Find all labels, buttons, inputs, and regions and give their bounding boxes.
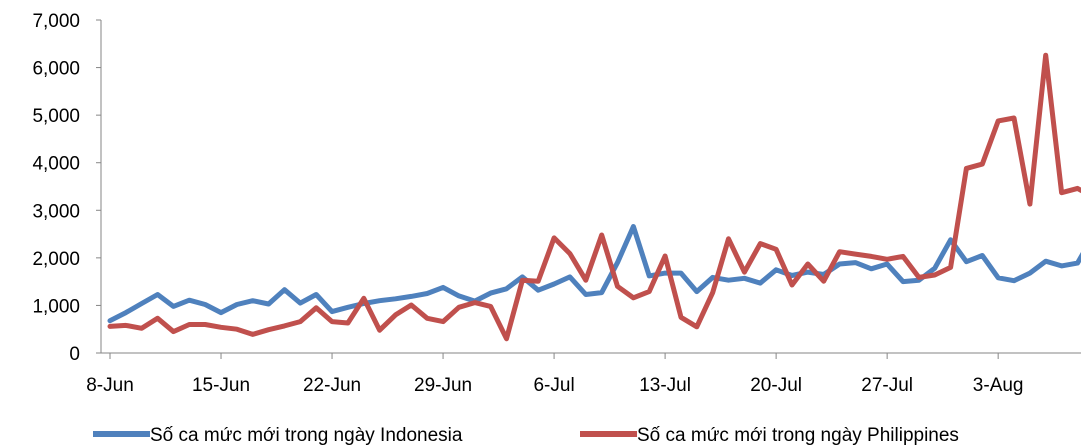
y-tick-label: 6,000 <box>32 59 80 80</box>
y-tick-label: 1,000 <box>32 296 80 317</box>
series-line-indonesia <box>107 224 1081 324</box>
x-tick-label: 22-Jun <box>303 375 361 396</box>
x-tick-label: 27-Jul <box>861 375 913 396</box>
x-tick-label: 8-Jun <box>86 375 134 396</box>
y-tick-label: 4,000 <box>32 154 80 175</box>
y-tick-label: 3,000 <box>32 201 80 222</box>
series-line-philippines <box>107 52 1081 342</box>
x-tick-label: 6-Jul <box>533 375 574 396</box>
series-lines <box>107 52 1081 342</box>
legend: Số ca mức mới trong ngày Indonesia Số ca… <box>93 425 959 445</box>
y-tick-label: 7,000 <box>32 11 80 32</box>
y-tick-label: 0 <box>69 344 80 365</box>
x-tick-label: 29-Jun <box>414 375 472 396</box>
x-tick-label: 20-Jul <box>750 375 802 396</box>
y-tick-label: 2,000 <box>32 249 80 270</box>
x-tick-label: 3-Aug <box>973 375 1024 396</box>
legend-label-philippines: Số ca mức mới trong ngày Philippines <box>637 425 959 445</box>
x-tick-label: 13-Jul <box>639 375 691 396</box>
y-tick-label: 5,000 <box>32 106 80 127</box>
x-tick-labels: 8-Jun 15-Jun 22-Jun 29-Jun 6-Jul 13-Jul 20-Jul… <box>86 353 1024 396</box>
x-tick-label: 15-Jun <box>192 375 250 396</box>
legend-label-indonesia: Số ca mức mới trong ngày Indonesia <box>150 425 463 445</box>
y-tick-labels: 0 1,000 2,000 3,000 4,000 5,000 6,000 7,000 <box>32 11 101 365</box>
